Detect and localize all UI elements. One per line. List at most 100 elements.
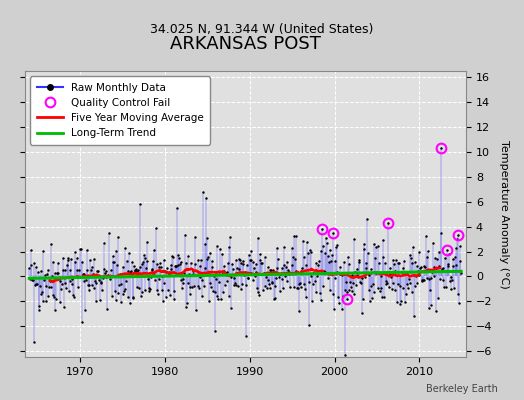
Point: [93, 267, 101, 274]
Point: [223, 269, 232, 276]
Point: [121, 286, 129, 292]
Point: [156, 260, 165, 266]
Point: [319, 283, 327, 290]
Point: [283, 278, 291, 284]
Point: [184, 253, 192, 259]
Point: [316, 297, 325, 303]
Point: [260, 270, 268, 276]
Point: [218, 271, 226, 278]
Point: [209, 288, 217, 294]
Point: [398, 268, 406, 275]
Point: [40, 277, 48, 284]
Point: [270, 296, 278, 302]
Point: [183, 300, 191, 306]
Point: [314, 261, 323, 268]
Point: [392, 298, 401, 305]
Point: [142, 265, 150, 271]
Point: [65, 288, 73, 294]
Point: [313, 273, 321, 279]
Point: [313, 268, 322, 274]
Point: [75, 246, 84, 252]
Point: [50, 294, 58, 301]
Point: [188, 284, 196, 291]
Point: [58, 281, 66, 287]
Point: [390, 286, 399, 293]
Point: [213, 243, 222, 249]
Point: [179, 280, 188, 286]
Point: [319, 243, 328, 250]
Point: [127, 268, 135, 274]
Point: [427, 275, 435, 282]
Point: [242, 333, 250, 339]
Point: [232, 281, 240, 288]
Point: [193, 283, 202, 290]
Point: [106, 267, 115, 274]
Point: [130, 263, 138, 270]
Point: [335, 300, 343, 306]
Point: [96, 280, 105, 286]
Point: [279, 285, 287, 292]
Point: [335, 271, 344, 278]
Point: [365, 286, 374, 293]
Point: [177, 258, 185, 265]
Point: [56, 299, 64, 305]
Point: [30, 260, 38, 266]
Point: [347, 272, 356, 278]
Point: [237, 286, 246, 292]
Point: [437, 230, 445, 236]
Point: [254, 234, 262, 241]
Point: [337, 306, 346, 312]
Point: [64, 257, 72, 263]
Point: [362, 264, 370, 271]
Point: [123, 294, 132, 300]
Point: [71, 249, 80, 256]
Point: [311, 260, 320, 266]
Point: [217, 251, 226, 258]
Point: [200, 241, 209, 247]
Point: [261, 254, 269, 260]
Point: [60, 304, 68, 310]
Point: [441, 254, 449, 261]
Point: [240, 271, 248, 278]
Point: [381, 281, 390, 287]
Point: [206, 249, 214, 256]
Point: [345, 261, 354, 268]
Point: [340, 258, 348, 265]
Point: [198, 277, 206, 284]
Point: [409, 244, 417, 250]
Point: [260, 283, 269, 289]
Point: [141, 255, 149, 262]
Point: [210, 328, 219, 334]
Point: [43, 271, 51, 278]
Point: [86, 267, 95, 273]
Point: [247, 248, 256, 255]
Point: [246, 257, 255, 263]
Point: [230, 275, 238, 281]
Point: [255, 292, 263, 298]
Point: [70, 294, 78, 300]
Point: [368, 294, 376, 301]
Point: [330, 306, 338, 312]
Point: [309, 281, 317, 287]
Point: [372, 270, 380, 276]
Point: [90, 256, 98, 262]
Point: [425, 305, 433, 311]
Point: [222, 270, 230, 276]
Point: [129, 295, 137, 302]
Point: [61, 280, 70, 286]
Point: [153, 287, 161, 293]
Point: [112, 297, 121, 303]
Point: [233, 265, 242, 271]
Point: [355, 257, 364, 263]
Point: [257, 260, 265, 266]
Point: [272, 274, 280, 281]
Point: [407, 255, 415, 261]
Point: [234, 256, 243, 262]
Point: [219, 288, 227, 295]
Point: [76, 273, 84, 280]
Point: [92, 298, 101, 304]
Point: [378, 254, 387, 260]
Point: [267, 266, 275, 273]
Point: [36, 283, 44, 289]
Point: [367, 283, 376, 289]
